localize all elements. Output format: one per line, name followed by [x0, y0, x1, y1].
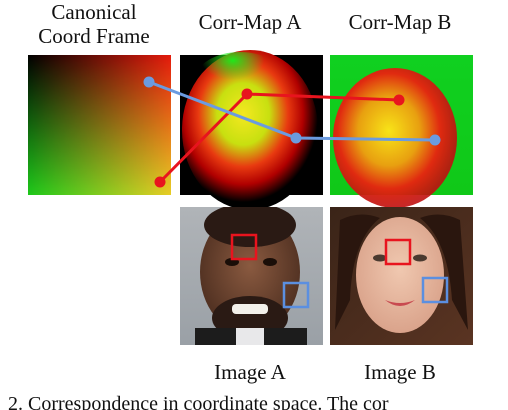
image-a-label: Image A — [214, 360, 286, 384]
red-region-box-b — [384, 238, 412, 266]
blue-region-box-b — [421, 276, 449, 304]
blue-point-map-a — [290, 132, 302, 144]
blue-point-map-b — [429, 134, 441, 146]
image-a-face — [180, 207, 323, 345]
image-b-label: Image B — [364, 360, 436, 384]
figure-caption: 2. Correspondence in coordinate space. T… — [8, 393, 389, 410]
corr-map-b — [330, 55, 473, 208]
red-region-box-a — [230, 233, 258, 261]
corr-map-b-label: Corr-Map B — [348, 10, 452, 34]
canonical-label-line2: Coord Frame — [38, 24, 150, 48]
blue-point-canonical — [143, 76, 155, 88]
canonical-coord-frame — [28, 55, 171, 195]
red-point-map-b — [393, 94, 405, 106]
red-point-canonical — [154, 176, 166, 188]
correspondence-figure — [28, 50, 473, 345]
image-b-face — [330, 207, 473, 345]
canonical-label-line1: Canonical — [51, 0, 137, 24]
canonical-coord-frame-label: Canonical Coord Frame — [14, 0, 174, 48]
blue-region-box-a — [282, 281, 310, 309]
corr-map-a — [180, 50, 323, 210]
red-point-map-a — [241, 88, 253, 100]
corr-map-a-label: Corr-Map A — [198, 10, 302, 34]
